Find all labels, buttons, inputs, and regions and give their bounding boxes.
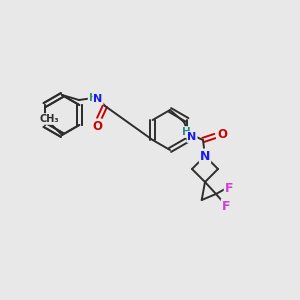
- Text: N: N: [200, 149, 210, 163]
- Text: O: O: [92, 119, 102, 133]
- Text: CH₃: CH₃: [39, 114, 59, 124]
- Text: N: N: [188, 132, 196, 142]
- Text: O: O: [217, 128, 227, 142]
- Text: H: H: [182, 127, 190, 137]
- Text: H: H: [88, 93, 98, 103]
- Text: F: F: [222, 200, 230, 212]
- Text: F: F: [225, 182, 233, 194]
- Text: N: N: [93, 94, 103, 104]
